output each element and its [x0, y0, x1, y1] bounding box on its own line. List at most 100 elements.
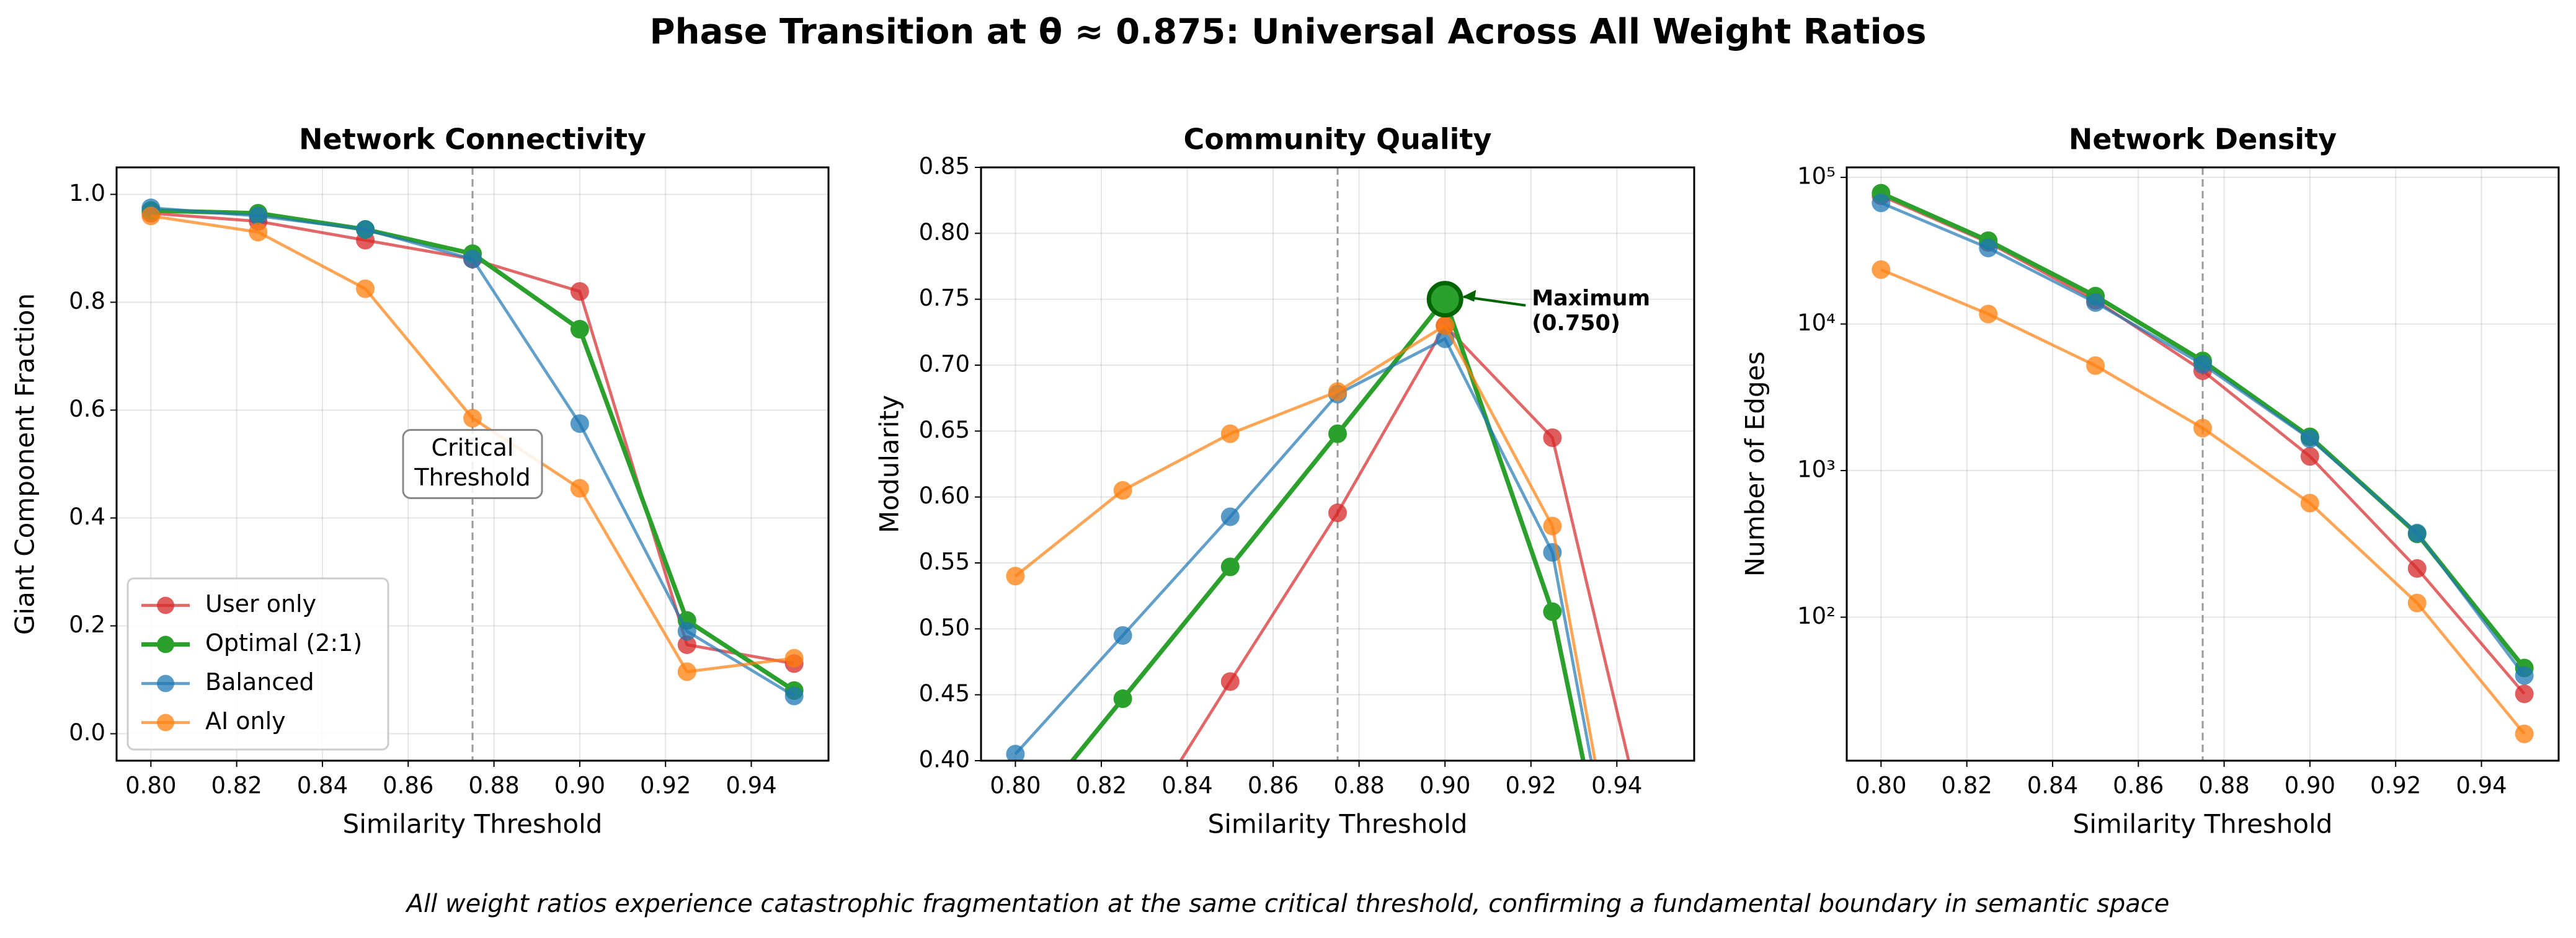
x-tick-label: 0.88	[1333, 772, 1384, 799]
series-group	[141, 198, 804, 706]
legend-box	[127, 577, 389, 751]
data-point	[2086, 356, 2105, 375]
panel: 0.80 0.82 0.84 0.86 0.88 0.90 0.92 0.94 0.40 0.45…	[874, 123, 1695, 840]
y-tick-label: 0.6	[69, 396, 105, 422]
data-point	[1979, 304, 1998, 324]
x-tick-label: 0.92	[2370, 772, 2421, 799]
x-tick-label: 0.82	[1076, 772, 1127, 799]
data-point	[2086, 293, 2105, 312]
data-point	[1113, 481, 1132, 500]
y-tick-label: 0.80	[919, 219, 970, 246]
y-tick-label: 0.60	[919, 482, 970, 509]
y-tick-label: 0.70	[919, 351, 970, 378]
data-point	[356, 220, 375, 239]
panel: 0.80 0.82 0.84 0.86 0.88 0.90 0.92 0.94 0.0 0.2 0.…	[10, 123, 830, 839]
annotation-text: Critical	[432, 434, 514, 461]
y-tick-label: 10³	[1797, 456, 1836, 483]
y-axis-label: Giant Component Fraction	[10, 293, 40, 635]
data-point	[141, 206, 161, 226]
y-tick-label: 0.65	[919, 417, 970, 443]
y-tick-label: 1.0	[69, 180, 105, 206]
highlight-text: (0.750)	[1532, 311, 1620, 336]
x-tick-label: 0.92	[1506, 772, 1557, 799]
x-axis-label: Similarity Threshold	[2073, 809, 2333, 839]
series-group	[1872, 184, 2534, 743]
y-axis-label: Modularity	[874, 395, 905, 533]
y-tick-label: 0.4	[69, 503, 105, 530]
data-point	[1872, 260, 1891, 279]
highlight-text: Maximum	[1532, 286, 1650, 311]
data-point	[2515, 684, 2534, 704]
data-point	[356, 279, 375, 298]
data-point	[2300, 493, 2319, 513]
axes-frame	[980, 166, 1695, 762]
data-point	[1328, 424, 1347, 443]
legend-label: Optimal (2:1)	[205, 629, 362, 657]
data-point	[2407, 593, 2427, 613]
axes-frame	[1845, 166, 2560, 762]
data-point	[1543, 428, 1562, 447]
data-point	[784, 648, 804, 668]
y-tick-label: 0.0	[69, 719, 105, 746]
panel: 0.80 0.82 0.84 0.86 0.88 0.90 0.92 0.94 10² 10³ 10…	[1740, 123, 2560, 839]
x-axis-label: Similarity Threshold	[1208, 809, 1468, 839]
y-tick-label: 0.2	[69, 611, 105, 638]
caption: All weight ratios experience catastrophi…	[405, 890, 2170, 918]
data-point	[1328, 382, 1347, 401]
x-tick-label: 0.90	[2285, 772, 2335, 799]
data-point	[1872, 193, 1891, 213]
data-point	[1006, 567, 1025, 586]
arrow-head	[1462, 290, 1477, 302]
legend-marker	[157, 635, 174, 653]
x-tick-label: 0.94	[2456, 772, 2507, 799]
x-tick-label: 0.80	[1855, 772, 1906, 799]
data-point	[2193, 418, 2212, 438]
data-point	[570, 320, 589, 338]
data-point	[677, 622, 696, 641]
annotation-box	[402, 429, 543, 499]
x-tick-label: 0.84	[1161, 772, 1212, 799]
data-point	[1543, 602, 1562, 621]
y-tick-label: 0.85	[919, 153, 970, 180]
x-tick-label: 0.86	[383, 772, 433, 799]
legend-marker	[157, 596, 174, 614]
y-tick-label: 0.45	[919, 680, 970, 707]
x-tick-label: 0.82	[1941, 772, 1992, 799]
annotation-text: Threshold	[414, 464, 530, 491]
data-point	[1113, 626, 1132, 645]
y-tick-label: 10²	[1797, 603, 1836, 629]
x-tick-label: 0.86	[1248, 772, 1299, 799]
x-tick-label: 0.92	[640, 772, 691, 799]
x-tick-label: 0.90	[1419, 772, 1470, 799]
data-point	[1220, 557, 1240, 577]
data-point	[2193, 355, 2212, 374]
x-tick-label: 0.86	[2113, 772, 2164, 799]
x-tick-label: 0.94	[1591, 772, 1642, 799]
data-point	[1543, 516, 1562, 536]
data-point	[2407, 559, 2427, 578]
y-tick-label: 10⁴	[1797, 309, 1836, 336]
data-point	[1006, 745, 1025, 761]
y-tick-label: 10⁵	[1797, 163, 1836, 190]
data-point	[2300, 447, 2319, 466]
y-tick-label: 0.40	[919, 746, 970, 773]
highlight-marker	[1426, 281, 1463, 318]
data-point	[677, 635, 696, 654]
data-point	[2407, 523, 2427, 542]
data-point	[463, 409, 482, 428]
legend-marker	[157, 714, 174, 732]
data-point	[2515, 666, 2534, 685]
data-point	[1006, 821, 1024, 840]
x-tick-label: 0.88	[2198, 772, 2249, 799]
y-axis-label: Number of Edges	[1740, 352, 1770, 577]
data-point	[249, 206, 268, 226]
x-tick-label: 0.90	[554, 772, 605, 799]
y-tick-label: 0.8	[69, 288, 105, 314]
x-axis-label: Similarity Threshold	[343, 809, 603, 839]
series-group	[1006, 290, 1630, 840]
data-point	[2515, 724, 2534, 743]
y-tick-label: 0.75	[919, 285, 970, 311]
x-tick-label: 0.84	[297, 772, 348, 799]
data-point	[1220, 424, 1240, 443]
